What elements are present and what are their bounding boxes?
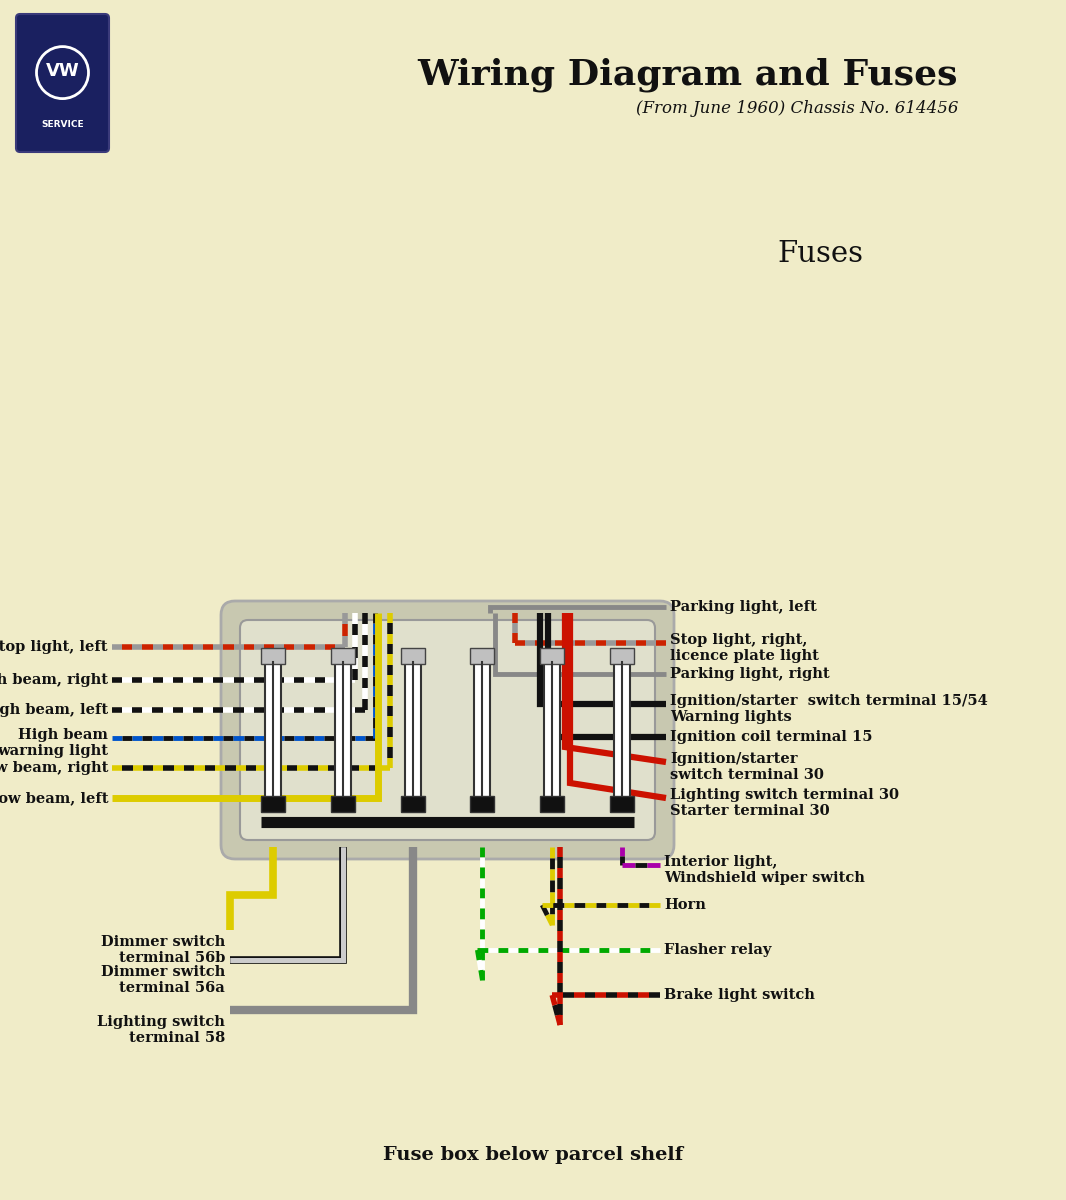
- Bar: [470, 648, 495, 664]
- Text: Wiring Diagram and Fuses: Wiring Diagram and Fuses: [418, 58, 958, 92]
- Text: Ignition/starter
switch terminal 30: Ignition/starter switch terminal 30: [671, 752, 824, 782]
- Bar: [261, 648, 285, 664]
- Bar: [330, 796, 355, 812]
- Text: Brake light switch: Brake light switch: [664, 988, 814, 1002]
- Text: (From June 1960) Chassis No. 614456: (From June 1960) Chassis No. 614456: [635, 100, 958, 116]
- Text: Dimmer switch
terminal 56b: Dimmer switch terminal 56b: [101, 935, 225, 965]
- Text: Ignition coil terminal 15: Ignition coil terminal 15: [671, 730, 872, 744]
- Bar: [614, 662, 630, 798]
- Text: VW: VW: [46, 61, 79, 79]
- Text: Low beam, right: Low beam, right: [0, 761, 108, 775]
- Text: Flasher relay: Flasher relay: [664, 943, 772, 958]
- Text: Lighting switch terminal 30
Starter terminal 30: Lighting switch terminal 30 Starter term…: [671, 788, 899, 818]
- Bar: [610, 648, 634, 664]
- Bar: [470, 796, 495, 812]
- Text: Stop light, left: Stop light, left: [0, 640, 108, 654]
- Text: Fuses: Fuses: [777, 240, 863, 268]
- Text: Fuse box below parcel shelf: Fuse box below parcel shelf: [383, 1146, 683, 1164]
- Bar: [405, 662, 421, 798]
- Text: Ignition/starter  switch terminal 15/54
Warning lights: Ignition/starter switch terminal 15/54 W…: [671, 694, 988, 724]
- Bar: [261, 796, 285, 812]
- Bar: [335, 662, 351, 798]
- Bar: [540, 796, 564, 812]
- Bar: [474, 662, 490, 798]
- Text: High beam
warning light: High beam warning light: [0, 728, 108, 758]
- Text: Stop light, right,
licence plate light: Stop light, right, licence plate light: [671, 632, 819, 664]
- FancyBboxPatch shape: [221, 601, 674, 859]
- Bar: [401, 796, 424, 812]
- Bar: [610, 796, 634, 812]
- Text: Interior light,
Windshield wiper switch: Interior light, Windshield wiper switch: [664, 854, 865, 886]
- Text: SERVICE: SERVICE: [42, 120, 84, 130]
- Text: High beam, left: High beam, left: [0, 703, 108, 716]
- Bar: [545, 662, 561, 798]
- Bar: [265, 662, 281, 798]
- Bar: [401, 648, 424, 664]
- Text: High beam, right: High beam, right: [0, 673, 108, 686]
- Text: Low beam, left: Low beam, left: [0, 791, 108, 805]
- Text: Parking light, left: Parking light, left: [671, 600, 817, 614]
- FancyBboxPatch shape: [16, 14, 109, 152]
- FancyBboxPatch shape: [240, 620, 655, 840]
- Bar: [330, 648, 355, 664]
- Bar: [540, 648, 564, 664]
- Text: Horn: Horn: [664, 898, 706, 912]
- Text: Parking light, right: Parking light, right: [671, 667, 829, 680]
- Text: Dimmer switch
terminal 56a: Dimmer switch terminal 56a: [101, 965, 225, 995]
- Text: Lighting switch
terminal 58: Lighting switch terminal 58: [97, 1015, 225, 1045]
